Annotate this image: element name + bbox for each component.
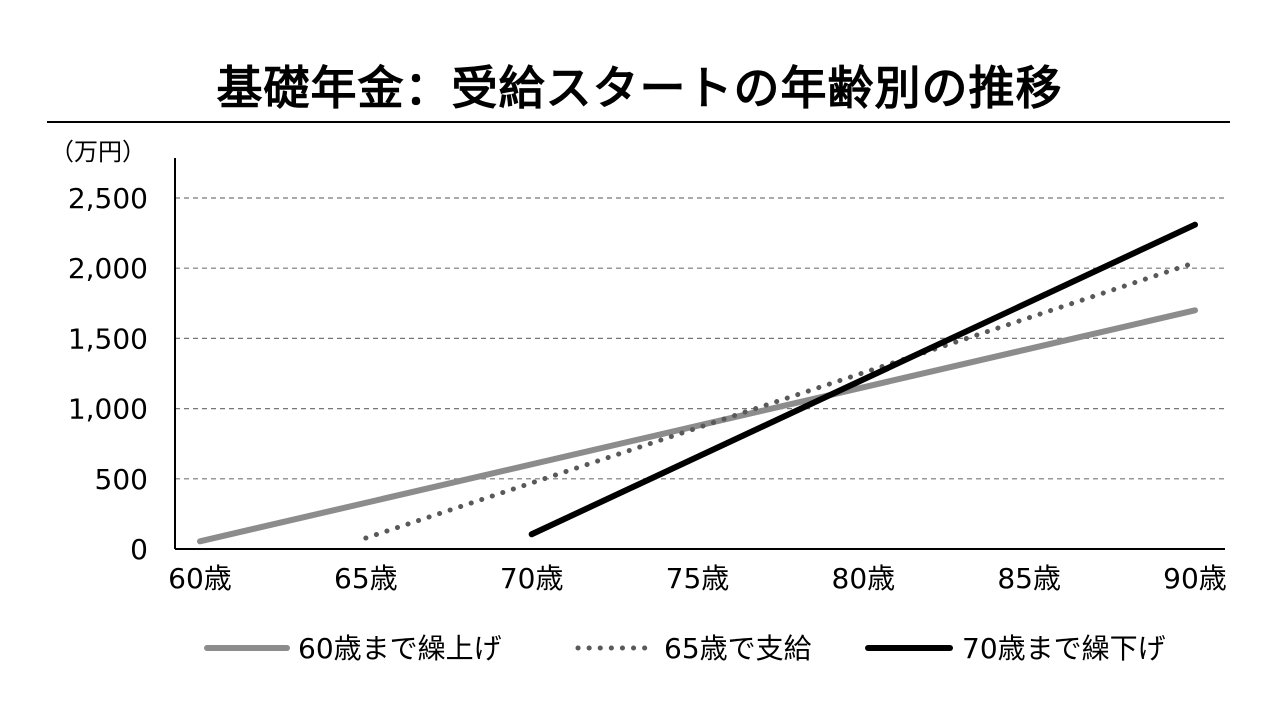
series-line bbox=[363, 260, 1198, 541]
x-tick-labels: 60歳 65歳 70歳 75歳 80歳 85歳 90歳 bbox=[168, 562, 1227, 595]
x-tick-label: 85歳 bbox=[997, 562, 1061, 595]
title-divider bbox=[47, 121, 1230, 123]
series-line bbox=[197, 307, 1198, 545]
legend: 60歳まで繰上げ 65歳で支給 70歳まで繰下げ bbox=[204, 632, 1166, 665]
series-lines bbox=[197, 221, 1198, 545]
grid-lines bbox=[175, 197, 1225, 480]
x-tick-label: 75歳 bbox=[666, 562, 730, 595]
legend-label: 70歳まで繰下げ bbox=[962, 632, 1166, 665]
x-tick-label: 90歳 bbox=[1163, 562, 1227, 595]
y-tick-label: 1,000 bbox=[68, 393, 148, 426]
x-tick-label: 60歳 bbox=[168, 562, 232, 595]
y-tick-label: 1,500 bbox=[68, 322, 148, 355]
x-tick-label: 65歳 bbox=[334, 562, 398, 595]
x-tick-label: 80歳 bbox=[832, 562, 896, 595]
y-tick-labels: 0 500 1,000 1,500 2,000 2,500 bbox=[68, 182, 148, 566]
series-line bbox=[528, 221, 1198, 538]
y-tick-label: 2,500 bbox=[68, 182, 148, 215]
chart-title: 基礎年金：受給スタートの年齢別の推移 bbox=[216, 61, 1063, 115]
x-tick-label: 70歳 bbox=[500, 562, 564, 595]
y-tick-label: 2,000 bbox=[68, 252, 148, 285]
axes bbox=[174, 158, 1225, 550]
y-tick-label: 500 bbox=[95, 463, 148, 496]
legend-label: 65歳で支給 bbox=[664, 632, 812, 665]
legend-label: 60歳まで繰上げ bbox=[298, 632, 502, 665]
y-tick-label: 0 bbox=[130, 533, 148, 566]
y-axis-unit-label: （万円） bbox=[50, 138, 146, 166]
